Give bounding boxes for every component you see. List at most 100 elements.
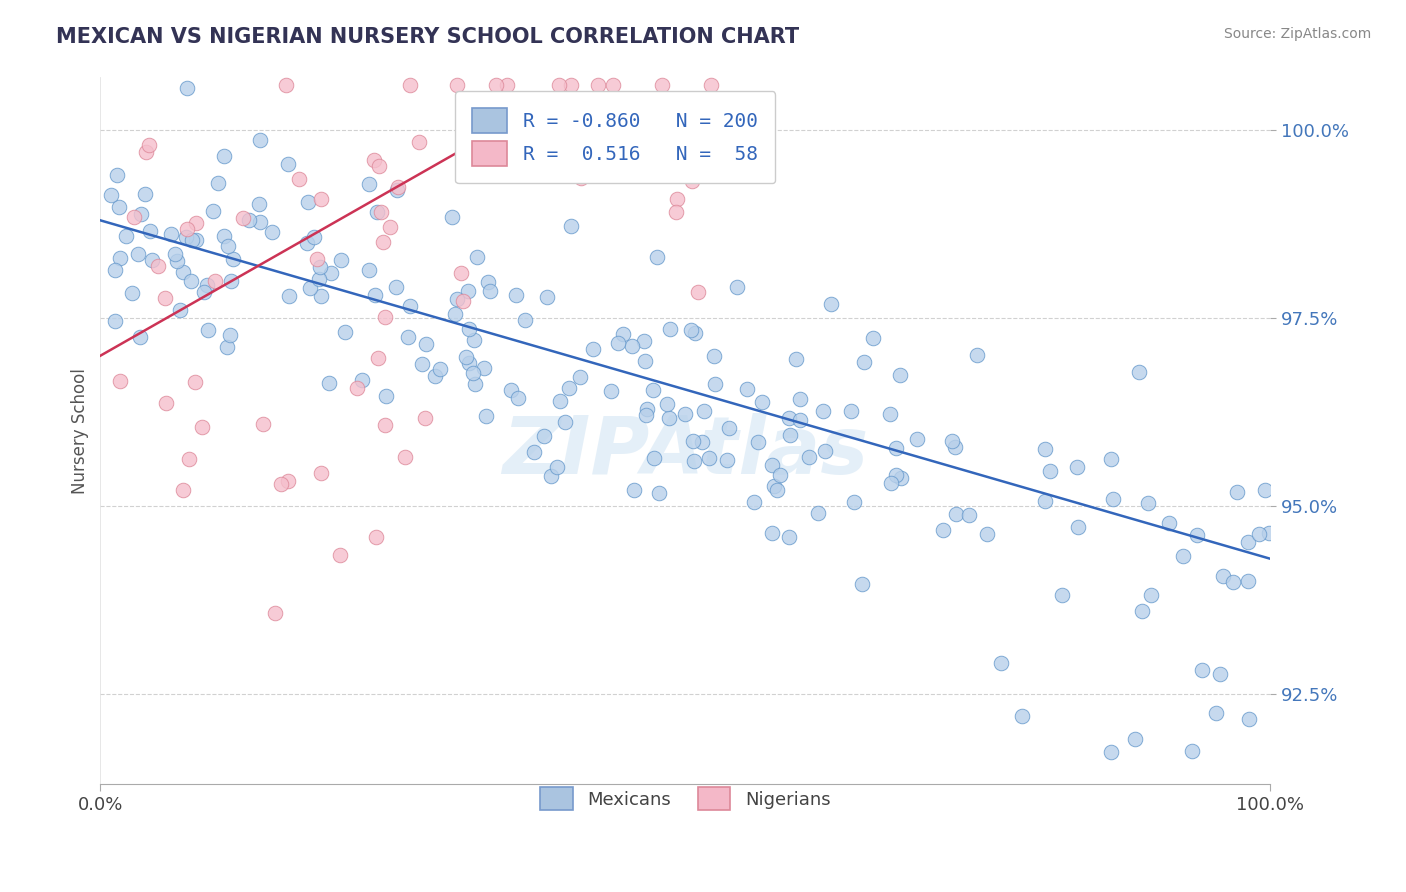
Point <box>506 391 529 405</box>
Point <box>371 235 394 250</box>
Point <box>457 322 479 336</box>
Point <box>461 366 484 380</box>
Point <box>446 78 468 92</box>
Point <box>697 141 720 155</box>
Point <box>1212 569 1234 583</box>
Point <box>465 250 488 264</box>
Point <box>636 408 658 422</box>
Point <box>399 299 422 313</box>
Point <box>905 432 928 446</box>
Point <box>862 331 884 345</box>
Point <box>686 285 709 300</box>
Point <box>363 153 385 167</box>
Point <box>839 403 862 417</box>
Point <box>1181 744 1204 758</box>
Point <box>197 323 219 337</box>
Point <box>308 272 330 286</box>
Point <box>643 451 665 466</box>
Point <box>990 656 1012 670</box>
Point <box>851 577 873 591</box>
Point <box>475 409 498 423</box>
Point <box>330 252 353 267</box>
Point <box>408 135 430 149</box>
Point <box>457 356 479 370</box>
Point <box>184 233 207 247</box>
Point <box>1222 575 1244 590</box>
Point <box>1130 604 1153 618</box>
Point <box>277 474 299 488</box>
Point <box>1157 516 1180 530</box>
Point <box>191 419 214 434</box>
Point <box>814 444 837 458</box>
Point <box>364 530 387 544</box>
Point <box>533 429 555 443</box>
Point <box>429 362 451 376</box>
Point <box>820 296 842 310</box>
Point <box>478 284 501 298</box>
Point <box>364 288 387 302</box>
Point <box>153 291 176 305</box>
Point <box>659 322 682 336</box>
Point <box>104 314 127 328</box>
Point <box>505 288 527 302</box>
Point <box>370 205 392 219</box>
Point <box>1099 451 1122 466</box>
Point <box>1128 365 1150 379</box>
Point <box>1209 666 1232 681</box>
Point <box>1257 525 1279 540</box>
Point <box>464 376 486 391</box>
Point <box>957 508 980 523</box>
Point <box>176 221 198 235</box>
Point <box>778 411 800 425</box>
Point <box>115 229 138 244</box>
Point <box>557 381 579 395</box>
Point <box>472 361 495 376</box>
Point <box>195 278 218 293</box>
Point <box>548 78 571 92</box>
Point <box>501 384 523 398</box>
Point <box>735 382 758 396</box>
Point <box>789 413 811 427</box>
Text: MEXICAN VS NIGERIAN NURSERY SCHOOL CORRELATION CHART: MEXICAN VS NIGERIAN NURSERY SCHOOL CORRE… <box>56 27 800 46</box>
Point <box>385 183 408 197</box>
Point <box>658 411 681 425</box>
Point <box>108 201 131 215</box>
Point <box>523 445 546 459</box>
Point <box>634 354 657 368</box>
Point <box>141 252 163 267</box>
Point <box>1173 549 1195 563</box>
Point <box>262 225 284 239</box>
Point <box>717 421 740 435</box>
Point <box>184 216 207 230</box>
Point <box>451 294 474 309</box>
Point <box>884 441 907 455</box>
Point <box>100 188 122 202</box>
Point <box>450 266 472 280</box>
Point <box>108 251 131 265</box>
Point <box>252 417 274 431</box>
Point <box>879 408 901 422</box>
Point <box>309 289 332 303</box>
Point <box>277 289 299 303</box>
Point <box>1237 535 1260 549</box>
Point <box>138 138 160 153</box>
Point <box>446 292 468 306</box>
Point <box>853 355 876 369</box>
Point <box>761 525 783 540</box>
Point <box>931 523 953 537</box>
Point <box>582 343 605 357</box>
Point <box>485 78 508 92</box>
Point <box>399 78 422 92</box>
Point <box>302 230 325 244</box>
Point <box>155 396 177 410</box>
Point <box>212 228 235 243</box>
Point <box>540 468 562 483</box>
Point <box>297 194 319 209</box>
Point <box>174 230 197 244</box>
Point <box>1136 496 1159 510</box>
Point <box>425 368 447 383</box>
Point <box>1085 790 1108 805</box>
Text: ZIPAtlas: ZIPAtlas <box>502 413 869 491</box>
Point <box>105 169 128 183</box>
Legend: Mexicans, Nigerians: Mexicans, Nigerians <box>526 772 845 825</box>
